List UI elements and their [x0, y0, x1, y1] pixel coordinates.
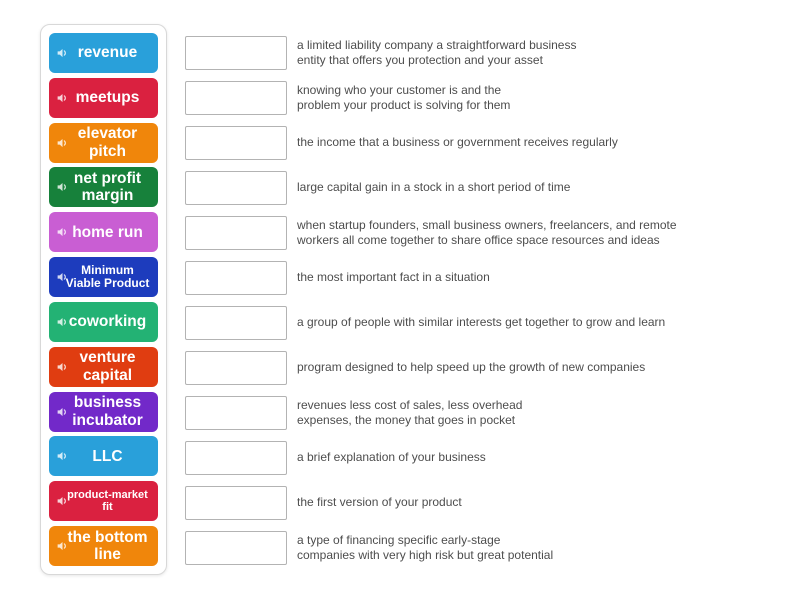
answer-slot-9[interactable] — [185, 396, 287, 430]
speaker-icon[interactable] — [56, 405, 69, 418]
speaker-icon[interactable] — [56, 136, 69, 149]
definition-text: revenues less cost of sales, less overhe… — [297, 398, 523, 427]
term-label: venture capital — [79, 349, 136, 384]
definition-text: the first version of your product — [297, 495, 462, 510]
definition-row: large capital gain in a stock in a short… — [297, 165, 790, 210]
definition-text: large capital gain in a stock in a short… — [297, 180, 571, 195]
speaker-icon[interactable] — [56, 226, 69, 239]
speaker-icon[interactable] — [56, 360, 69, 373]
term-tile-coworking[interactable]: coworking — [49, 301, 158, 342]
term-label: product-market fit — [67, 488, 148, 514]
definition-text: a group of people with similar interests… — [297, 315, 666, 330]
answer-slots-column — [185, 36, 287, 565]
definition-text: the most important fact in a situation — [297, 270, 490, 285]
term-tile-revenue[interactable]: revenue — [49, 33, 158, 73]
term-tile-elevator-pitch[interactable]: elevator pitch — [49, 122, 158, 163]
answer-slot-11[interactable] — [185, 486, 287, 520]
term-label: meetups — [75, 89, 140, 107]
speaker-icon[interactable] — [56, 315, 69, 328]
term-label: elevator pitch — [77, 125, 138, 160]
answer-slot-12[interactable] — [185, 531, 287, 565]
term-tile-llc[interactable]: LLC — [49, 436, 158, 477]
definition-text: the income that a business or government… — [297, 135, 618, 150]
term-label: coworking — [68, 313, 147, 331]
definition-row: when startup founders, small business ow… — [297, 210, 790, 255]
speaker-icon[interactable] — [56, 495, 69, 508]
answer-slot-6[interactable] — [185, 261, 287, 295]
term-tile-home-run[interactable]: home run — [49, 212, 158, 253]
speaker-icon[interactable] — [56, 450, 69, 463]
term-tile-the-bottom-line[interactable]: the bottom line — [49, 525, 158, 566]
term-tile-product-market-fit[interactable]: product-market fit — [49, 481, 158, 522]
answer-slot-2[interactable] — [185, 81, 287, 115]
answer-slot-10[interactable] — [185, 441, 287, 475]
speaker-icon[interactable] — [56, 539, 69, 552]
term-tile-net-profit-margin[interactable]: net profit margin — [49, 167, 158, 208]
term-label: business incubator — [72, 394, 143, 429]
definition-text: when startup founders, small business ow… — [297, 218, 677, 247]
term-label: revenue — [77, 44, 138, 62]
term-tile-business-incubator[interactable]: business incubator — [49, 391, 158, 432]
terms-panel: revenue meetups elevator pitch net profi… — [40, 24, 167, 575]
speaker-icon[interactable] — [56, 271, 69, 284]
term-label: LLC — [92, 447, 123, 465]
definition-row: the first version of your product — [297, 480, 790, 525]
definition-text: a limited liability company a straightfo… — [297, 38, 577, 67]
definition-row: a group of people with similar interests… — [297, 300, 790, 345]
definition-row: a type of financing specific early-stage… — [297, 525, 790, 570]
answer-slot-7[interactable] — [185, 306, 287, 340]
answer-slot-4[interactable] — [185, 171, 287, 205]
definition-text: knowing who your customer is and the pro… — [297, 83, 511, 112]
definitions-column: a limited liability company a straightfo… — [297, 30, 790, 570]
definition-row: the most important fact in a situation — [297, 255, 790, 300]
speaker-icon[interactable] — [56, 181, 69, 194]
term-tile-meetups[interactable]: meetups — [49, 77, 158, 118]
definition-row: a limited liability company a straightfo… — [297, 30, 790, 75]
term-label: home run — [72, 223, 143, 241]
term-tile-venture-capital[interactable]: venture capital — [49, 346, 158, 387]
definition-row: program designed to help speed up the gr… — [297, 345, 790, 390]
definition-row: a brief explanation of your business — [297, 435, 790, 480]
answer-slot-1[interactable] — [185, 36, 287, 70]
answer-slot-3[interactable] — [185, 126, 287, 160]
definition-row: revenues less cost of sales, less overhe… — [297, 390, 790, 435]
term-label: the bottom line — [67, 528, 148, 563]
term-tile-minimum-viable-product[interactable]: Minimum Viable Product — [49, 257, 158, 298]
speaker-icon[interactable] — [56, 91, 69, 104]
answer-slot-8[interactable] — [185, 351, 287, 385]
definition-text: a type of financing specific early-stage… — [297, 533, 554, 562]
term-label: Minimum Viable Product — [65, 262, 150, 291]
definition-text: program designed to help speed up the gr… — [297, 360, 646, 375]
definition-row: the income that a business or government… — [297, 120, 790, 165]
definition-text: a brief explanation of your business — [297, 450, 486, 465]
speaker-icon[interactable] — [56, 47, 69, 60]
answer-slot-5[interactable] — [185, 216, 287, 250]
definition-row: knowing who your customer is and the pro… — [297, 75, 790, 120]
term-label: net profit margin — [73, 170, 142, 205]
